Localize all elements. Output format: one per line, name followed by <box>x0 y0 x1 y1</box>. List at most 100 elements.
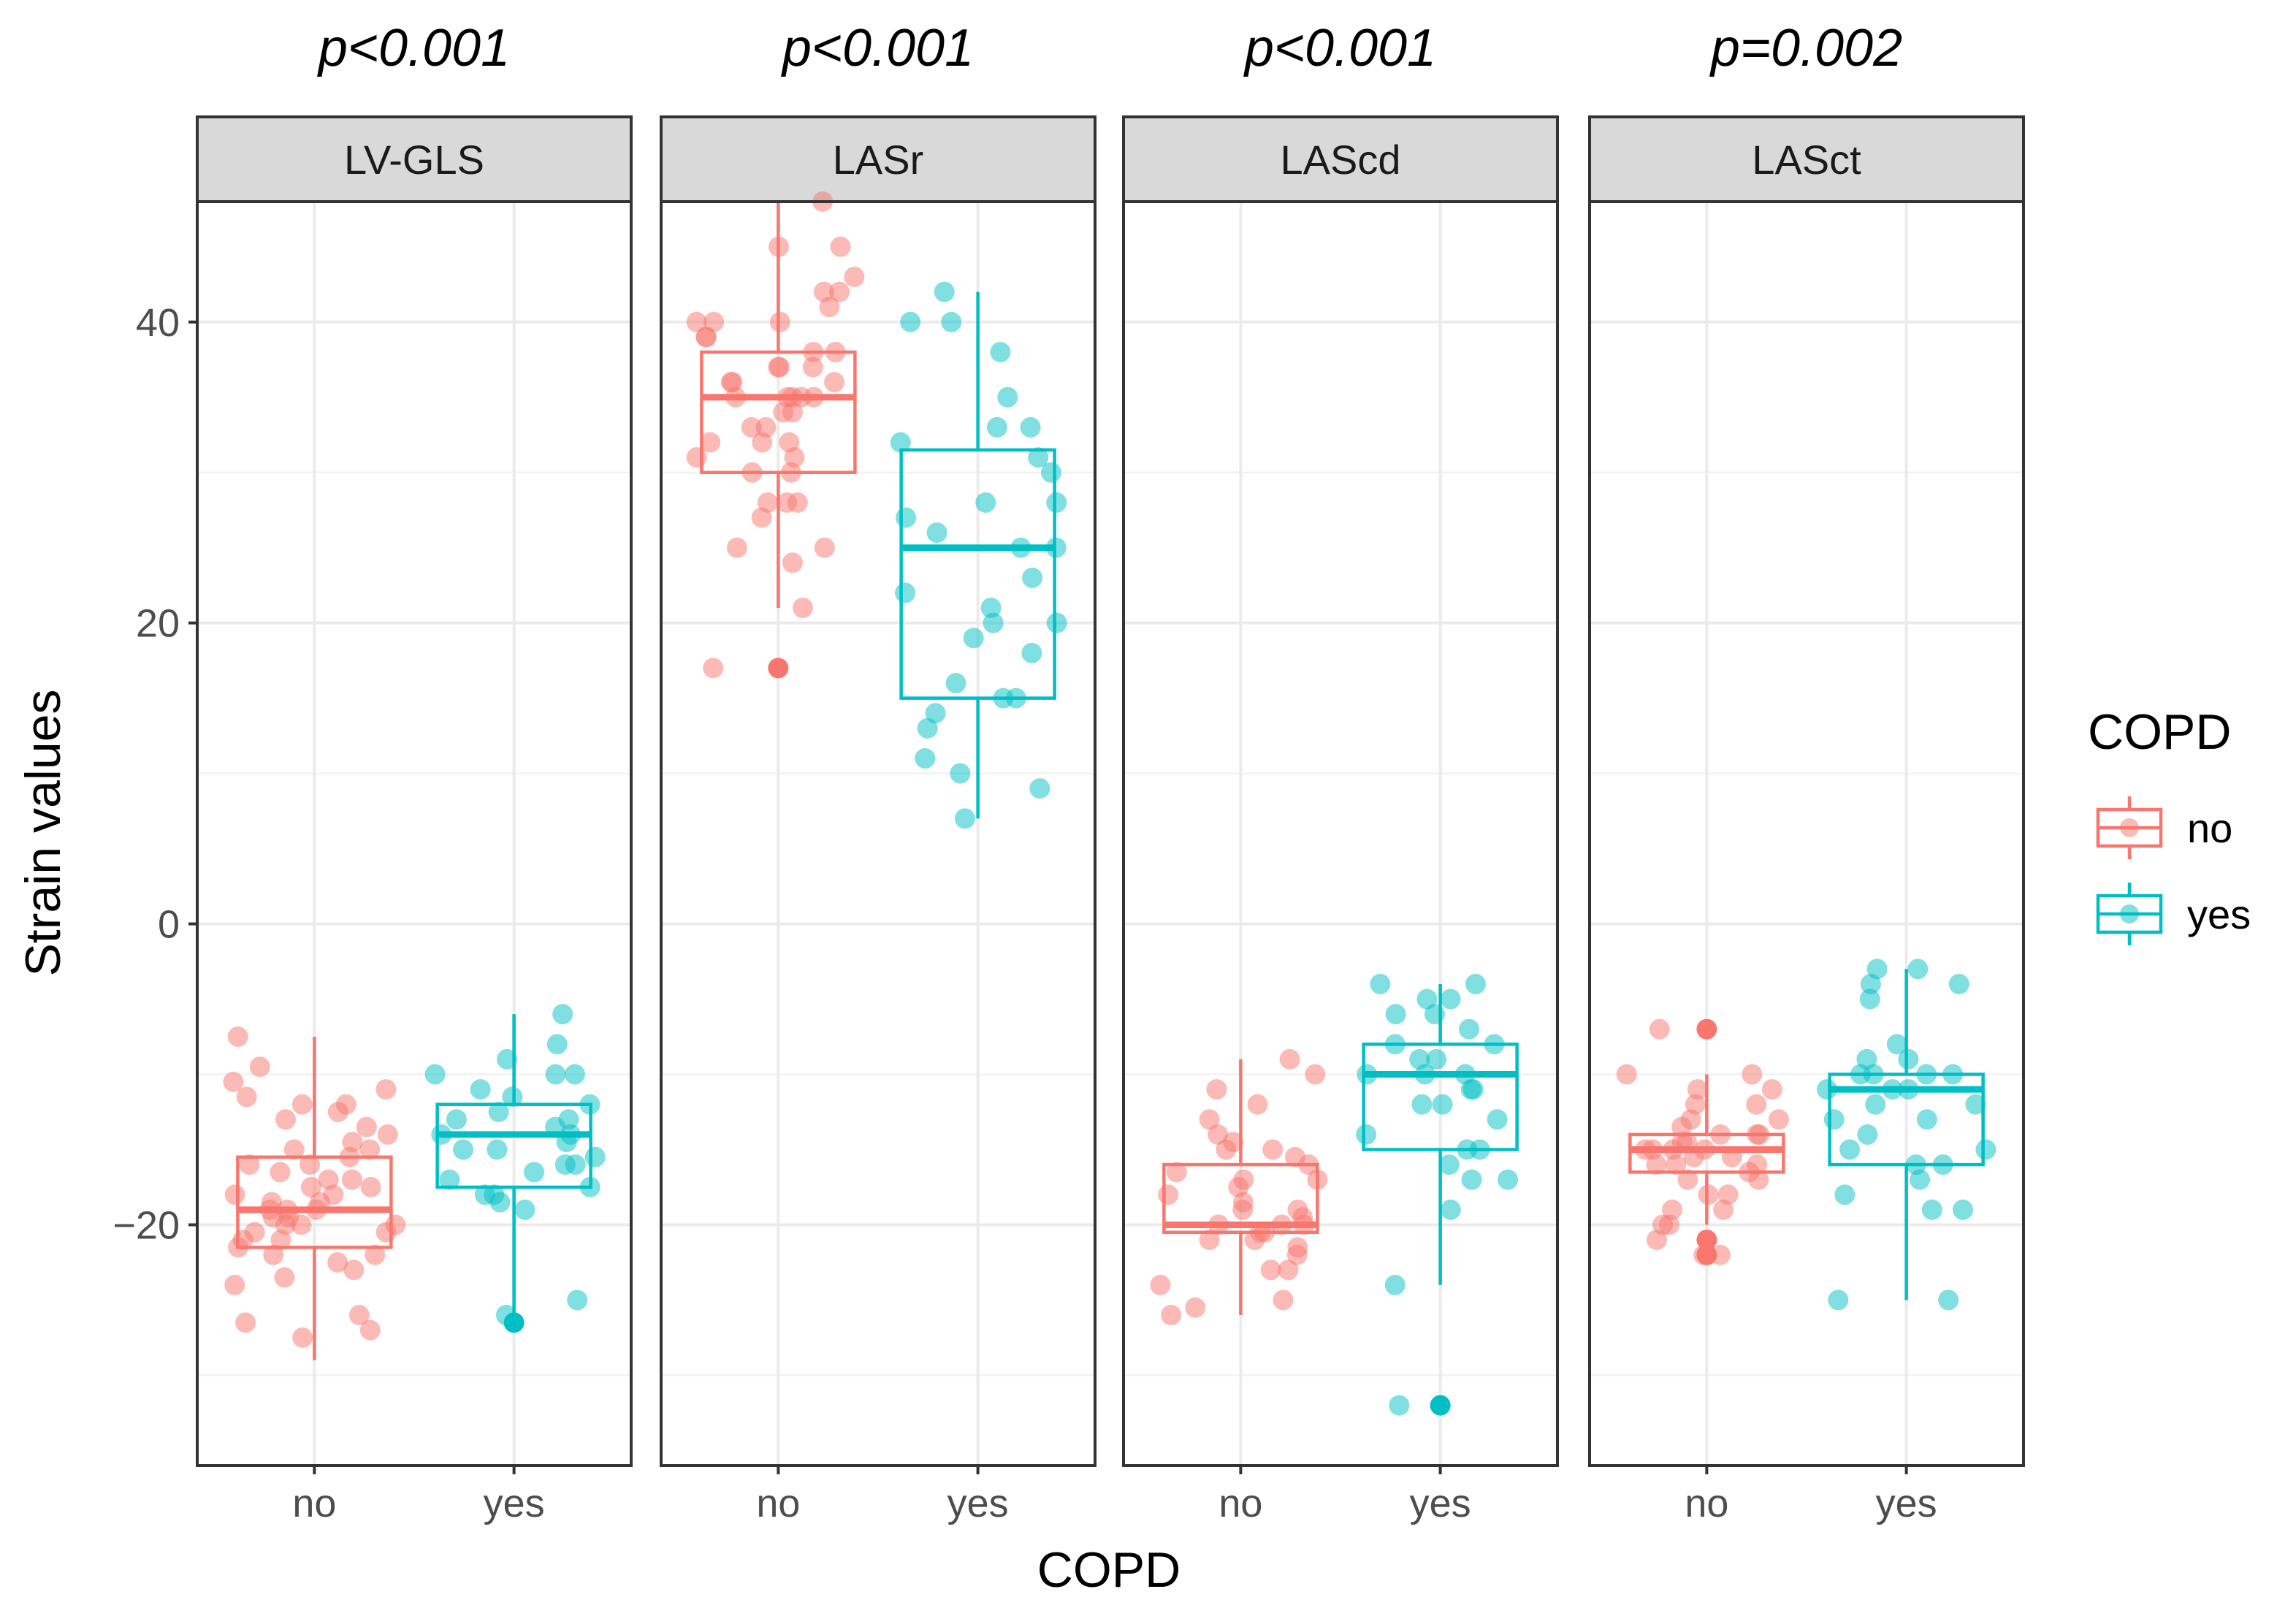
data-point <box>1459 1018 1480 1040</box>
data-point <box>524 1162 545 1183</box>
data-point <box>1411 1094 1433 1115</box>
x-tick-label: no <box>1218 1482 1262 1525</box>
data-point <box>545 1064 566 1085</box>
data-point <box>997 386 1018 408</box>
data-point <box>1384 1274 1406 1295</box>
facet-panel-lascd: p<0.001 LAScd no yes <box>1122 19 1559 1525</box>
data-point <box>700 432 721 453</box>
data-point <box>1247 1094 1268 1115</box>
data-point <box>343 1260 365 1281</box>
panel-border <box>196 200 633 1467</box>
legend-key-no: no <box>2096 796 2232 859</box>
data-point <box>1199 1109 1220 1130</box>
panel-border <box>660 200 1096 1467</box>
data-point <box>1932 1154 1953 1175</box>
data-point <box>318 1169 339 1190</box>
data-point <box>546 1034 568 1055</box>
data-point <box>564 1064 585 1085</box>
panel-border <box>1588 200 2025 1467</box>
data-point <box>1828 1289 1849 1311</box>
legend-point <box>2120 904 2139 923</box>
data-point <box>1021 642 1042 663</box>
outlier-point <box>768 658 789 679</box>
legend-label: yes <box>2187 891 2251 937</box>
data-point <box>1045 537 1067 558</box>
data-point <box>1432 1094 1453 1115</box>
data-point <box>342 1132 363 1153</box>
data-point <box>1948 973 1969 994</box>
data-point <box>261 1192 282 1213</box>
data-point <box>1761 1079 1782 1100</box>
legend-title: COPD <box>2088 704 2231 760</box>
data-point <box>1709 1244 1731 1265</box>
data-point <box>1742 1064 1763 1085</box>
data-point <box>552 1004 573 1025</box>
data-point <box>941 311 962 332</box>
data-point <box>1907 959 1929 980</box>
data-point <box>514 1199 535 1220</box>
box <box>700 350 857 474</box>
x-tick-label: yes <box>947 1482 1009 1525</box>
data-point <box>470 1079 491 1100</box>
data-point <box>1461 1169 1482 1190</box>
data-point <box>348 1305 370 1326</box>
data-point <box>1305 1064 1326 1085</box>
data-point <box>1856 1048 1877 1070</box>
data-point <box>900 311 921 332</box>
data-point <box>1886 1034 1907 1055</box>
data-point <box>244 1222 265 1243</box>
data-point <box>1440 1199 1461 1220</box>
data-point <box>741 462 763 483</box>
data-point <box>768 357 789 378</box>
data-point <box>300 1176 321 1197</box>
data-point <box>1498 1169 1519 1190</box>
data-point <box>356 1116 377 1138</box>
data-point <box>1150 1274 1171 1295</box>
data-point <box>1671 1132 1693 1153</box>
data-point <box>283 1139 305 1160</box>
data-point <box>300 1154 321 1175</box>
x-tick-label: yes <box>1410 1482 1471 1525</box>
data-point <box>1898 1079 1919 1100</box>
panel-background <box>1590 202 2024 1466</box>
data-point <box>1921 1199 1942 1220</box>
data-point <box>1279 1048 1300 1070</box>
data-point <box>1040 462 1061 483</box>
data-point <box>1416 988 1438 1010</box>
data-point <box>224 1274 245 1295</box>
data-point <box>1834 1184 1856 1205</box>
data-point <box>1685 1094 1706 1115</box>
data-point <box>487 1139 508 1160</box>
data-point <box>270 1162 291 1183</box>
group-yes <box>424 1004 606 1333</box>
data-point <box>431 1124 452 1145</box>
data-point <box>1029 778 1050 799</box>
data-point <box>695 327 717 348</box>
data-point <box>1649 1018 1670 1040</box>
data-point <box>926 522 947 544</box>
data-point <box>1250 1222 1271 1243</box>
data-point <box>1823 1109 1845 1130</box>
strip-label: LV-GLS <box>344 137 484 183</box>
data-point <box>1462 1079 1484 1100</box>
data-point <box>1677 1169 1698 1190</box>
data-point <box>1260 1260 1281 1281</box>
data-point <box>844 266 865 287</box>
data-point <box>804 386 825 408</box>
data-point <box>1278 1260 1299 1281</box>
data-point <box>1717 1184 1739 1205</box>
data-point <box>277 1199 298 1220</box>
data-point <box>1385 1004 1406 1025</box>
box <box>1362 1043 1519 1151</box>
data-point <box>375 1079 397 1100</box>
data-point <box>1882 1079 1903 1100</box>
data-point <box>275 1109 297 1130</box>
data-point <box>1287 1237 1308 1258</box>
data-point <box>1749 1124 1770 1145</box>
data-point <box>1484 1034 1505 1055</box>
p-value-label: p=0.002 <box>1709 19 1902 77</box>
y-tick-label: 40 <box>136 301 180 345</box>
data-point <box>803 341 824 362</box>
data-point <box>274 1267 295 1288</box>
data-point <box>1975 1139 1996 1160</box>
